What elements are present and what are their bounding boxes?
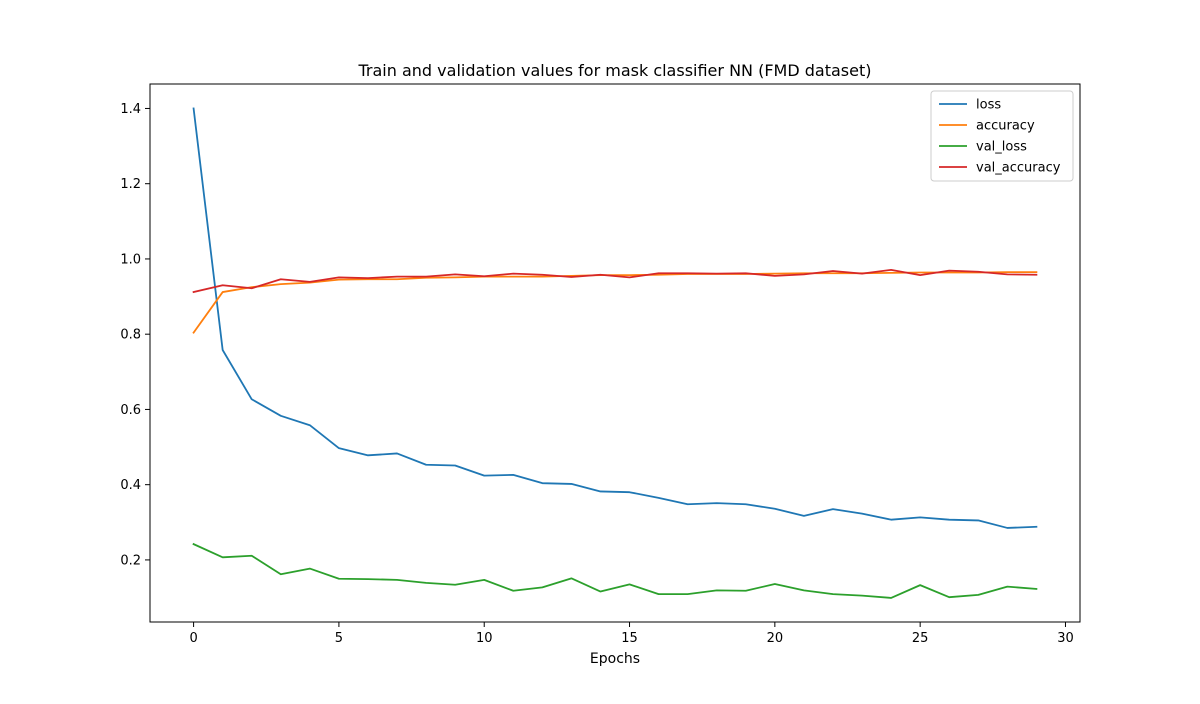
- axis-ticks: 0 5 10 15 20 25 30 0.2 0.4 0.6 0.8 1.0 1.2 1.4: [120, 102, 1073, 646]
- x-tick-label: 10: [476, 631, 493, 646]
- series-line-accuracy: [192, 271, 1038, 334]
- x-tick-label: 5: [335, 631, 343, 646]
- series-line-loss: [192, 107, 1038, 529]
- plot-frame: [149, 83, 1081, 623]
- legend: loss accuracy val_loss val_accuracy: [930, 90, 1074, 182]
- x-axis-label: Epochs: [590, 651, 640, 667]
- legend-label: val_loss: [976, 140, 1027, 155]
- x-tick-label: 25: [912, 631, 929, 646]
- y-tick-label: 0.4: [120, 478, 141, 493]
- chart-title: Train and validation values for mask cla…: [358, 61, 872, 80]
- series-line-val-accuracy: [192, 268, 1038, 294]
- x-tick-label: 0: [189, 631, 197, 646]
- x-tick-label: 15: [621, 631, 638, 646]
- series-line-val-loss: [192, 542, 1038, 599]
- y-tick-label: 0.8: [120, 328, 141, 343]
- legend-label: loss: [976, 98, 1001, 113]
- legend-label: accuracy: [976, 119, 1035, 134]
- y-tick-label: 1.2: [120, 177, 141, 192]
- y-tick-label: 0.6: [120, 403, 141, 418]
- legend-label: val_accuracy: [976, 161, 1061, 176]
- y-tick-label: 0.2: [120, 553, 141, 568]
- x-tick-label: 30: [1057, 631, 1074, 646]
- y-tick-label: 1.0: [120, 252, 141, 267]
- y-tick-label: 1.4: [120, 102, 141, 117]
- x-tick-label: 20: [767, 631, 784, 646]
- legend-box: [930, 90, 1074, 182]
- series-lines: [192, 107, 1038, 599]
